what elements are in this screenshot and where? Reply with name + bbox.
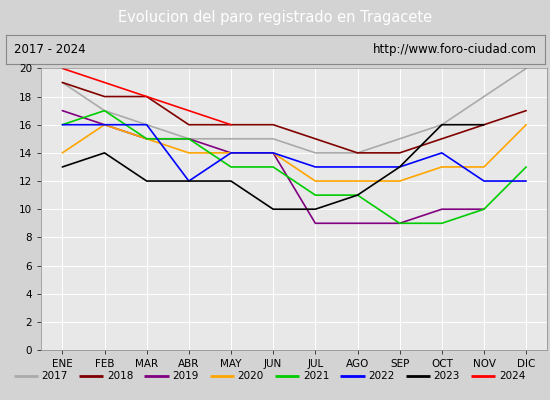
Text: 2017: 2017 xyxy=(42,371,68,381)
Text: 2018: 2018 xyxy=(107,371,133,381)
Text: 2017 - 2024: 2017 - 2024 xyxy=(14,43,85,56)
Text: 2020: 2020 xyxy=(238,371,264,381)
Text: 2022: 2022 xyxy=(368,371,395,381)
Text: 2021: 2021 xyxy=(303,371,329,381)
Text: 2023: 2023 xyxy=(434,371,460,381)
Text: Evolucion del paro registrado en Tragacete: Evolucion del paro registrado en Tragace… xyxy=(118,10,432,25)
Text: http://www.foro-ciudad.com: http://www.foro-ciudad.com xyxy=(372,43,536,56)
Text: 2019: 2019 xyxy=(172,371,199,381)
Text: 2024: 2024 xyxy=(499,371,525,381)
